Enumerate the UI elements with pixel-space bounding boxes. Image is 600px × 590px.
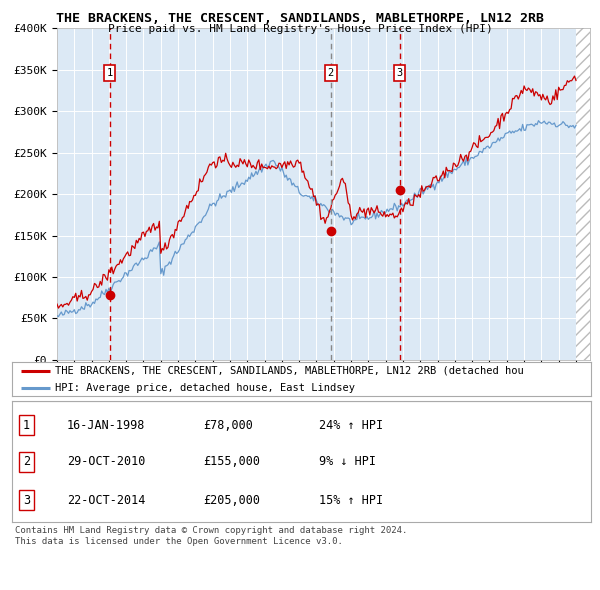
Text: £155,000: £155,000: [203, 455, 260, 468]
Text: 15% ↑ HPI: 15% ↑ HPI: [319, 494, 383, 507]
Text: THE BRACKENS, THE CRESCENT, SANDILANDS, MABLETHORPE, LN12 2RB (detached hou: THE BRACKENS, THE CRESCENT, SANDILANDS, …: [55, 366, 524, 376]
Text: 9% ↓ HPI: 9% ↓ HPI: [319, 455, 376, 468]
Text: Contains HM Land Registry data © Crown copyright and database right 2024.
This d: Contains HM Land Registry data © Crown c…: [15, 526, 407, 546]
Text: HPI: Average price, detached house, East Lindsey: HPI: Average price, detached house, East…: [55, 383, 355, 393]
Text: 2: 2: [23, 455, 30, 468]
Text: 1: 1: [23, 419, 30, 432]
Text: £205,000: £205,000: [203, 494, 260, 507]
Text: 1: 1: [106, 68, 113, 78]
Text: 2: 2: [328, 68, 334, 78]
Text: 3: 3: [23, 494, 30, 507]
Text: Price paid vs. HM Land Registry's House Price Index (HPI): Price paid vs. HM Land Registry's House …: [107, 24, 493, 34]
Text: 22-OCT-2014: 22-OCT-2014: [67, 494, 145, 507]
Text: 16-JAN-1998: 16-JAN-1998: [67, 419, 145, 432]
Text: THE BRACKENS, THE CRESCENT, SANDILANDS, MABLETHORPE, LN12 2RB: THE BRACKENS, THE CRESCENT, SANDILANDS, …: [56, 12, 544, 25]
Text: £78,000: £78,000: [203, 419, 253, 432]
Text: 29-OCT-2010: 29-OCT-2010: [67, 455, 145, 468]
Text: 3: 3: [397, 68, 403, 78]
Text: 24% ↑ HPI: 24% ↑ HPI: [319, 419, 383, 432]
Bar: [576, 28, 600, 360]
